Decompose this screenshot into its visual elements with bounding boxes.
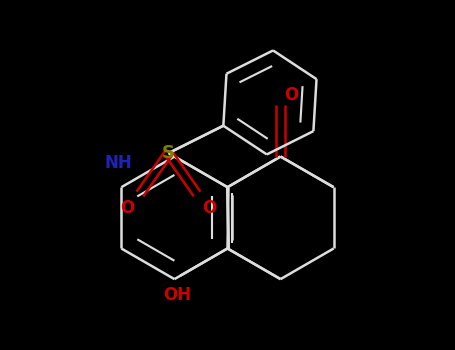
- Text: O: O: [121, 199, 135, 217]
- Text: OH: OH: [163, 286, 191, 304]
- Text: S: S: [162, 144, 175, 162]
- Text: O: O: [283, 86, 298, 104]
- Text: NH: NH: [104, 154, 132, 172]
- Text: O: O: [202, 199, 217, 217]
